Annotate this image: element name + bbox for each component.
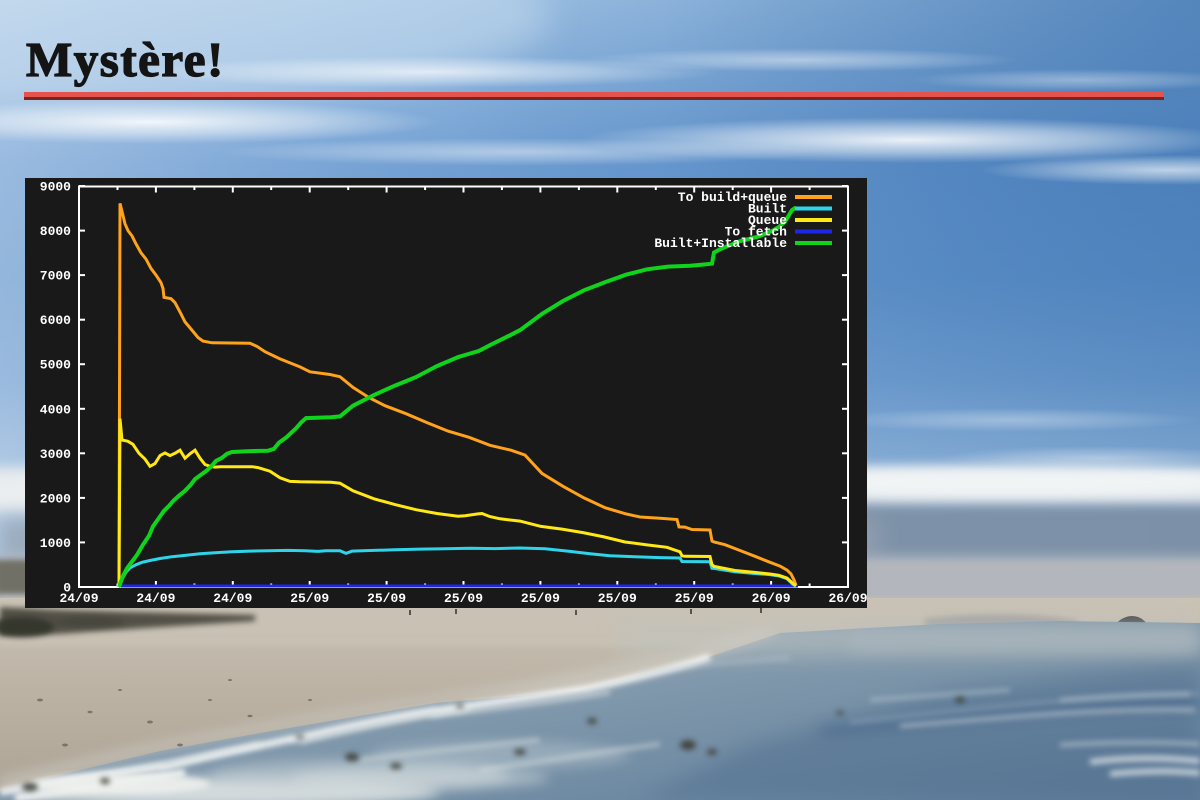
svg-text:8000: 8000 [40, 224, 71, 239]
svg-text:To fetch: To fetch [725, 225, 788, 240]
svg-text:24/09: 24/09 [136, 591, 175, 606]
svg-text:0: 0 [63, 581, 71, 596]
svg-text:2000: 2000 [40, 491, 71, 506]
svg-text:26/09: 26/09 [828, 591, 867, 606]
svg-text:3000: 3000 [40, 447, 71, 462]
svg-text:25/09: 25/09 [367, 591, 406, 606]
svg-text:25/09: 25/09 [444, 591, 483, 606]
svg-text:5000: 5000 [40, 358, 71, 373]
svg-text:Queue: Queue [748, 213, 787, 228]
svg-text:1000: 1000 [40, 536, 71, 551]
svg-text:25/09: 25/09 [598, 591, 637, 606]
svg-text:Built+Installable: Built+Installable [654, 236, 787, 251]
svg-text:24/09: 24/09 [213, 591, 252, 606]
svg-text:25/09: 25/09 [675, 591, 714, 606]
svg-text:25/09: 25/09 [521, 591, 560, 606]
svg-text:Built: Built [748, 202, 787, 217]
svg-text:24/09: 24/09 [59, 591, 98, 606]
svg-text:To build+queue: To build+queue [678, 190, 787, 205]
svg-text:9000: 9000 [40, 180, 71, 195]
svg-text:7000: 7000 [40, 269, 71, 284]
svg-text:25/09: 25/09 [290, 591, 329, 606]
svg-text:26/09: 26/09 [752, 591, 791, 606]
svg-text:4000: 4000 [40, 402, 71, 417]
svg-text:6000: 6000 [40, 313, 71, 328]
